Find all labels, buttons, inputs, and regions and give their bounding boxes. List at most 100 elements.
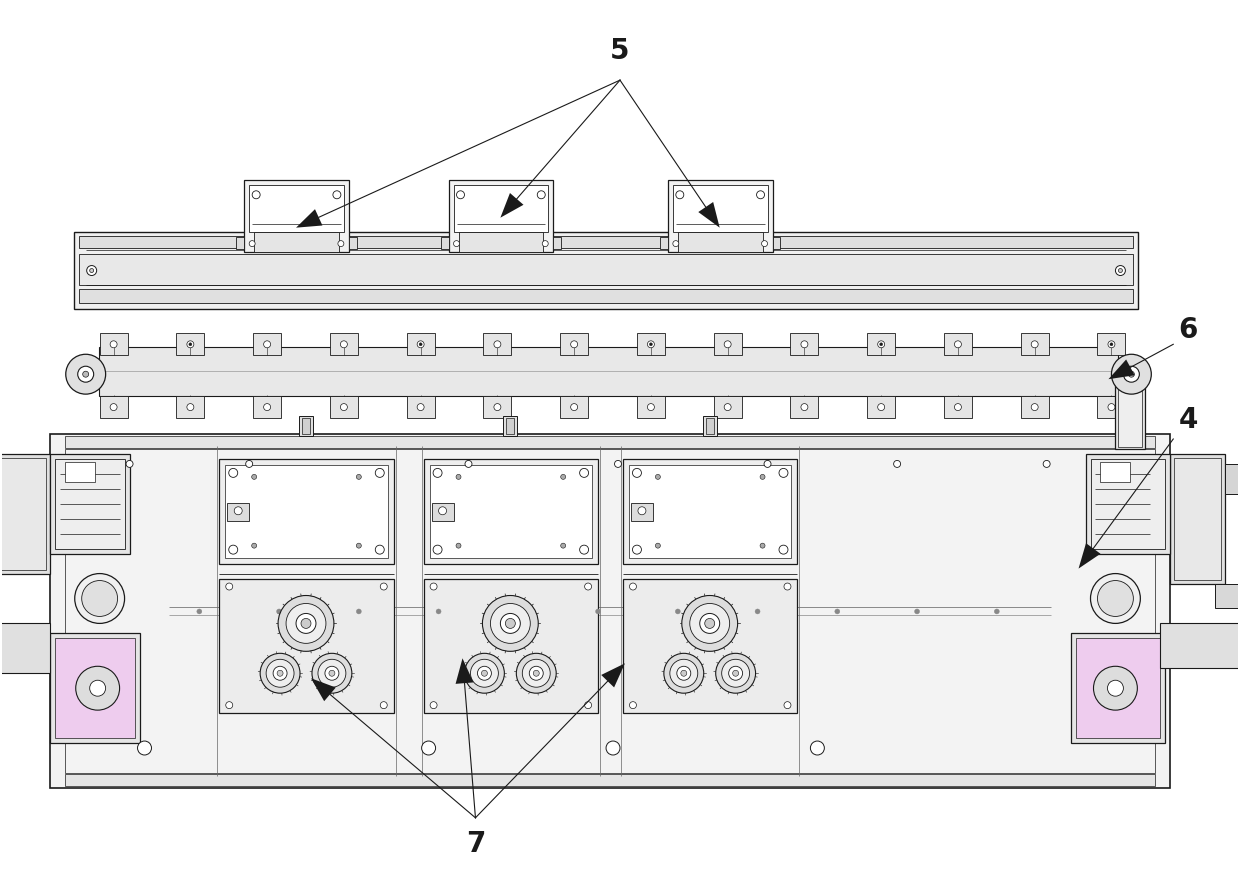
Circle shape [82, 581, 118, 617]
Circle shape [570, 404, 578, 411]
Circle shape [637, 507, 646, 515]
Bar [1215, 584, 1240, 609]
Circle shape [74, 574, 124, 624]
Bar [790, 334, 818, 356]
Bar [1171, 454, 1225, 584]
Circle shape [436, 610, 441, 614]
Bar [99, 348, 1118, 396]
Bar [790, 396, 818, 418]
Circle shape [278, 595, 334, 652]
Bar [227, 503, 249, 521]
Circle shape [439, 507, 446, 515]
Bar [1075, 638, 1161, 738]
Bar [0, 459, 46, 570]
Circle shape [704, 618, 714, 629]
Bar [78, 254, 1133, 286]
Bar [64, 774, 1156, 786]
Circle shape [755, 610, 760, 614]
Circle shape [579, 545, 589, 554]
Circle shape [1123, 367, 1140, 382]
Bar [50, 634, 140, 743]
Circle shape [801, 404, 808, 411]
Circle shape [417, 341, 424, 348]
Text: 7: 7 [466, 829, 485, 857]
Circle shape [110, 341, 117, 348]
Circle shape [501, 614, 521, 634]
Bar [330, 334, 358, 356]
Bar [631, 503, 653, 521]
Bar [1100, 462, 1131, 482]
Bar [0, 454, 50, 574]
Circle shape [337, 241, 343, 247]
Bar [484, 334, 511, 356]
Circle shape [784, 702, 791, 709]
Bar [50, 454, 129, 554]
Circle shape [1110, 344, 1114, 346]
Bar [703, 417, 717, 437]
Circle shape [433, 545, 443, 554]
Circle shape [656, 474, 661, 480]
Circle shape [1032, 341, 1038, 348]
Circle shape [663, 653, 704, 694]
Circle shape [470, 660, 498, 688]
Circle shape [226, 702, 233, 709]
Circle shape [83, 372, 89, 378]
Bar [244, 181, 348, 253]
Circle shape [647, 404, 655, 411]
Circle shape [422, 741, 435, 755]
Circle shape [715, 653, 755, 694]
Circle shape [126, 461, 133, 467]
Circle shape [529, 667, 543, 681]
Bar [299, 417, 312, 437]
Circle shape [689, 603, 729, 644]
Bar [506, 418, 515, 434]
Bar [1097, 396, 1126, 418]
Circle shape [433, 469, 443, 478]
Bar [99, 334, 128, 356]
Bar [407, 334, 434, 356]
Circle shape [1097, 581, 1133, 617]
Circle shape [110, 404, 117, 411]
Circle shape [879, 344, 883, 346]
Circle shape [733, 671, 739, 676]
Polygon shape [1109, 360, 1135, 380]
Circle shape [656, 544, 661, 548]
Circle shape [419, 344, 422, 346]
Circle shape [456, 191, 465, 200]
Bar [64, 437, 1156, 448]
Polygon shape [296, 210, 322, 228]
Bar [50, 434, 1171, 788]
Circle shape [252, 474, 257, 480]
Bar [64, 462, 94, 482]
Circle shape [764, 461, 771, 467]
Bar [424, 460, 598, 564]
Bar [1161, 624, 1240, 668]
Bar [944, 334, 972, 356]
Circle shape [506, 618, 516, 629]
Circle shape [325, 667, 339, 681]
Circle shape [1032, 404, 1038, 411]
Bar [629, 466, 791, 558]
Circle shape [699, 614, 719, 634]
Circle shape [537, 191, 546, 200]
Circle shape [228, 545, 238, 554]
Circle shape [632, 545, 641, 554]
Circle shape [381, 583, 387, 590]
Circle shape [286, 603, 326, 644]
Circle shape [994, 610, 999, 614]
Circle shape [329, 671, 335, 676]
Circle shape [260, 653, 300, 694]
Circle shape [381, 702, 387, 709]
Polygon shape [501, 194, 523, 218]
Circle shape [234, 507, 242, 515]
Circle shape [630, 583, 636, 590]
Bar [1021, 334, 1049, 356]
Bar [637, 396, 665, 418]
Circle shape [89, 681, 105, 696]
Circle shape [681, 671, 687, 676]
Bar [249, 186, 343, 232]
Circle shape [682, 595, 738, 652]
Circle shape [729, 667, 743, 681]
Circle shape [595, 610, 600, 614]
Circle shape [187, 341, 193, 348]
